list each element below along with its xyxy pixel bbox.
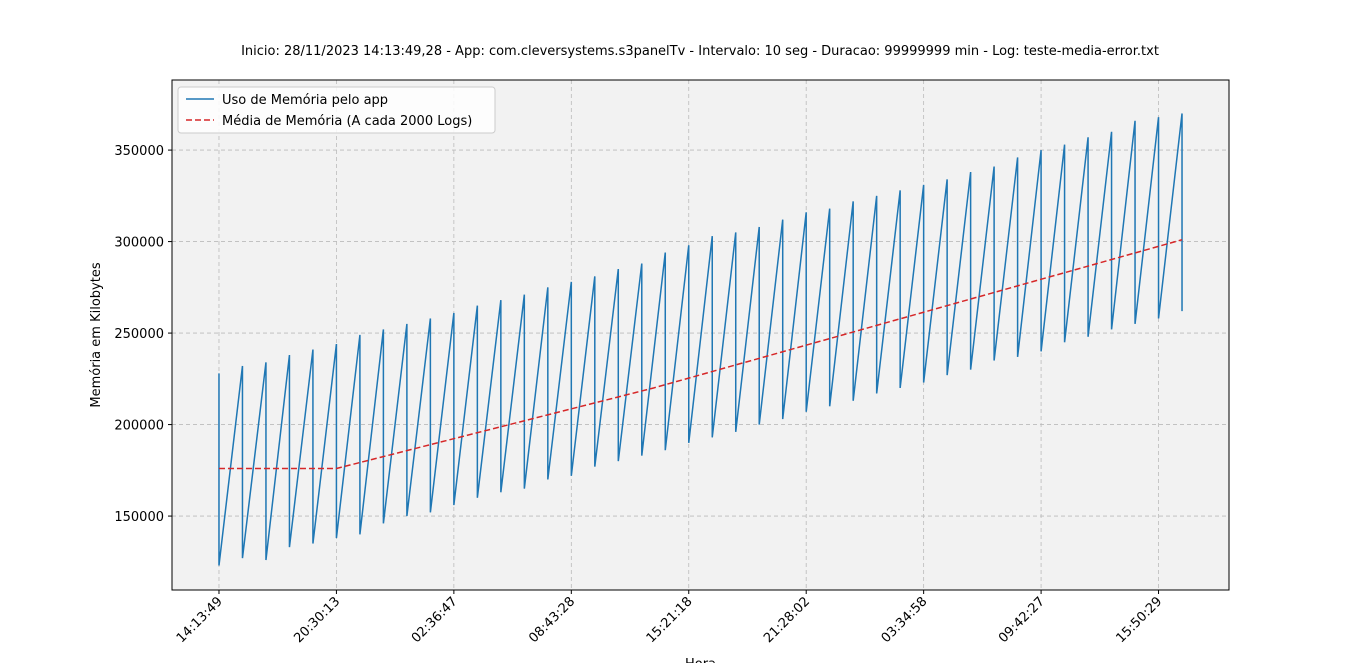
legend-label: Uso de Memória pelo app bbox=[222, 93, 388, 108]
legend-box bbox=[177, 86, 496, 134]
legend-label: Média de Memória (A cada 2000 Logs) bbox=[222, 114, 472, 129]
y-axis-label: Memória em Kilobytes bbox=[89, 262, 104, 407]
plot-frame bbox=[171, 79, 1230, 591]
series-line bbox=[218, 113, 1183, 566]
x-tick-label: 20:30:13 bbox=[291, 594, 343, 646]
chart-title: Inicio: 28/11/2023 14:13:49,28 - App: co… bbox=[241, 44, 1159, 59]
x-tick-label: 21:28:02 bbox=[761, 594, 813, 646]
x-tick-label: 15:21:18 bbox=[644, 594, 696, 646]
y-tick-label: 300000 bbox=[114, 236, 164, 251]
y-tick-label: 200000 bbox=[114, 419, 164, 434]
x-tick-label: 09:42:27 bbox=[996, 594, 1048, 646]
y-tick-label: 350000 bbox=[114, 144, 164, 159]
x-axis-label: Hora bbox=[685, 657, 716, 663]
x-tick-label: 08:43:28 bbox=[526, 594, 578, 646]
y-tick-label: 250000 bbox=[114, 327, 164, 342]
y-tick-label: 150000 bbox=[114, 510, 164, 525]
x-tick-label: 15:50:29 bbox=[1113, 594, 1165, 646]
x-tick-label: 02:36:47 bbox=[409, 594, 461, 646]
x-tick-label: 03:34:58 bbox=[879, 594, 931, 646]
series-line bbox=[218, 239, 1183, 470]
x-tick-label: 14:13:49 bbox=[174, 594, 226, 646]
